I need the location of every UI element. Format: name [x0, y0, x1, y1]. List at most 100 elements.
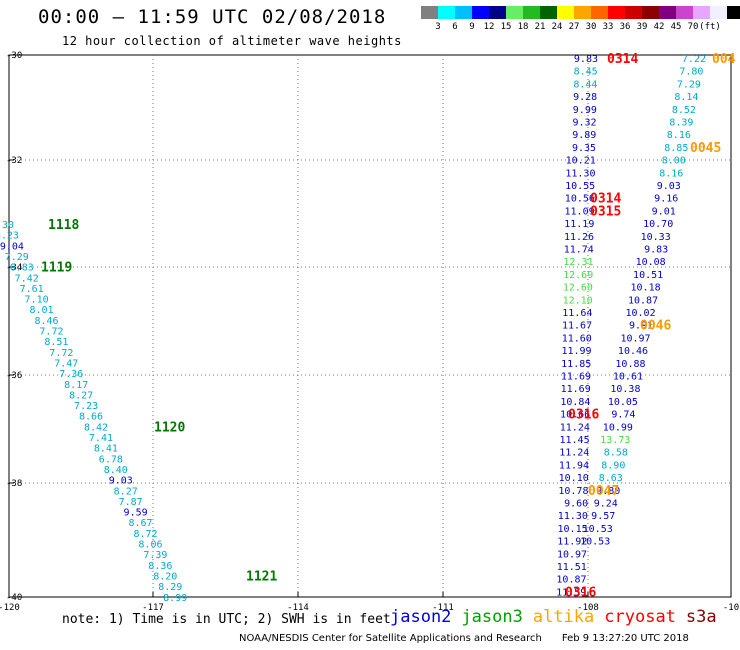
pass-time-label: 1119 [41, 261, 72, 276]
swh-value: 12.69 [563, 270, 593, 281]
swh-value: 12.60 [563, 283, 593, 294]
scale-tick-label: 21 [534, 22, 546, 32]
swh-value: 8.58 [604, 448, 628, 459]
swh-value: 10.21 [566, 156, 596, 167]
scale-tick-label: 9 [469, 22, 475, 32]
pass-time-label: 0316 [568, 408, 599, 423]
swh-value: 10.56 [565, 194, 595, 205]
swh-value: 8.41 [94, 444, 118, 455]
scale-swatch [421, 6, 438, 19]
swh-value: 10.66 [560, 410, 590, 421]
lon-label: -120 [0, 603, 20, 613]
swh-value: 10.84 [560, 397, 590, 408]
swh-value: 10.97 [620, 333, 650, 344]
pass-time-label: 0314 [590, 192, 621, 207]
swh-value: 10.15 [558, 524, 588, 535]
lat-label: -32 [6, 156, 22, 166]
credit-line: NOAA/NESDIS Center for Satellite Applica… [239, 633, 689, 644]
scale-tick-label: 12 [483, 22, 495, 32]
scale-swatch [727, 6, 740, 19]
lat-label: -38 [6, 479, 22, 489]
swh-value: 7.29 [5, 252, 29, 263]
scale-swatch [438, 6, 455, 19]
swh-value: 9.03 [657, 181, 681, 192]
swh-value: 10.87 [556, 575, 586, 586]
swh-value: 8.46 [34, 316, 58, 327]
swh-value: 10.02 [625, 308, 655, 319]
pass-time-label: 0316 [565, 585, 596, 600]
lon-label: -10 [723, 603, 739, 613]
lat-label: -30 [6, 51, 22, 61]
scale-swatch [506, 6, 523, 19]
scale-swatch [455, 6, 472, 19]
swh-value: 7.47 [54, 358, 78, 369]
swh-value: 7.39 [143, 550, 167, 561]
swh-value: 6.30 [0, 220, 14, 231]
swh-value: 8.85 [664, 143, 688, 154]
swh-value: 6.78 [99, 454, 123, 465]
scale-swatch [557, 6, 574, 19]
swh-value: 8.16 [667, 130, 691, 141]
scale-tick-label: 45 [670, 22, 682, 32]
scale-swatch [574, 6, 591, 19]
swh-value: 8.17 [64, 380, 88, 391]
color-scale-bar [421, 6, 740, 19]
swh-value: 8.27 [69, 390, 93, 401]
legend-cryosat: cryosat [604, 607, 676, 627]
scale-swatch [523, 6, 540, 19]
swh-value: 11.45 [559, 435, 589, 446]
swh-value: 7.29 [677, 79, 701, 90]
swh-value: 8.01 [30, 305, 54, 316]
credit-date: Feb 9 13:27:20 UTC 2018 [561, 633, 689, 644]
swh-value: 11.92 [557, 537, 587, 548]
scale-swatch [693, 6, 710, 19]
scale-tick-label: 36 [619, 22, 631, 32]
pass-time-label: 1120 [154, 420, 185, 435]
swh-value: 9.99 [573, 105, 597, 116]
swh-value: 7.41 [89, 433, 113, 444]
swh-value: 10.78 [558, 486, 588, 497]
pass-time-label: 0314 [607, 52, 638, 67]
swh-value: 10.08 [636, 257, 666, 268]
swh-value: 10.51 [633, 270, 663, 281]
pass-time-label: 0047 [588, 484, 619, 499]
swh-value: 7.80 [679, 67, 703, 78]
swh-value: 8.63 [599, 473, 623, 484]
lat-label: -36 [6, 371, 22, 381]
lon-label: -108 [577, 603, 599, 613]
swh-value: 8.72 [133, 529, 157, 540]
swh-value: 9.16 [654, 194, 678, 205]
swh-value: 11.69 [561, 384, 591, 395]
swh-value: 10.05 [608, 397, 638, 408]
swh-value: 10.99 [603, 422, 633, 433]
lat-label: -40 [6, 593, 22, 603]
swh-value: 8.44 [573, 79, 597, 90]
swh-value: 13.73 [600, 435, 630, 446]
scale-tick-label: 42 [653, 22, 665, 32]
swh-value: 9.74 [611, 410, 635, 421]
swh-value: 8.14 [674, 92, 698, 103]
swh-value: 11.60 [562, 333, 592, 344]
page-subtitle: 12 hour collection of altimeter wave hei… [62, 34, 402, 48]
swh-value: 9.24 [594, 499, 618, 510]
scale-tick-label: 33 [602, 22, 614, 32]
legend-s3a: s3a [685, 607, 717, 627]
swh-value: 8.42 [84, 422, 108, 433]
map-frame [8, 54, 732, 598]
swh-value: 10.61 [613, 372, 643, 383]
swh-value: 9.35 [572, 143, 596, 154]
scale-swatch [489, 6, 506, 19]
swh-value: 11.59 [556, 587, 586, 598]
swh-value: 8.29 [158, 582, 182, 593]
swh-value: 9.83 [574, 54, 598, 65]
swh-value: 7.10 [25, 295, 49, 306]
swh-value: 8.40 [104, 465, 128, 476]
scale-swatch [625, 6, 642, 19]
swh-value: 8.36 [148, 561, 172, 572]
swh-value: 11.19 [564, 219, 594, 230]
swh-value: 11.24 [559, 448, 589, 459]
swh-value: 11.30 [558, 511, 588, 522]
scale-swatch [642, 6, 659, 19]
swh-value: 11.67 [562, 321, 592, 332]
swh-value: 8.52 [672, 105, 696, 116]
